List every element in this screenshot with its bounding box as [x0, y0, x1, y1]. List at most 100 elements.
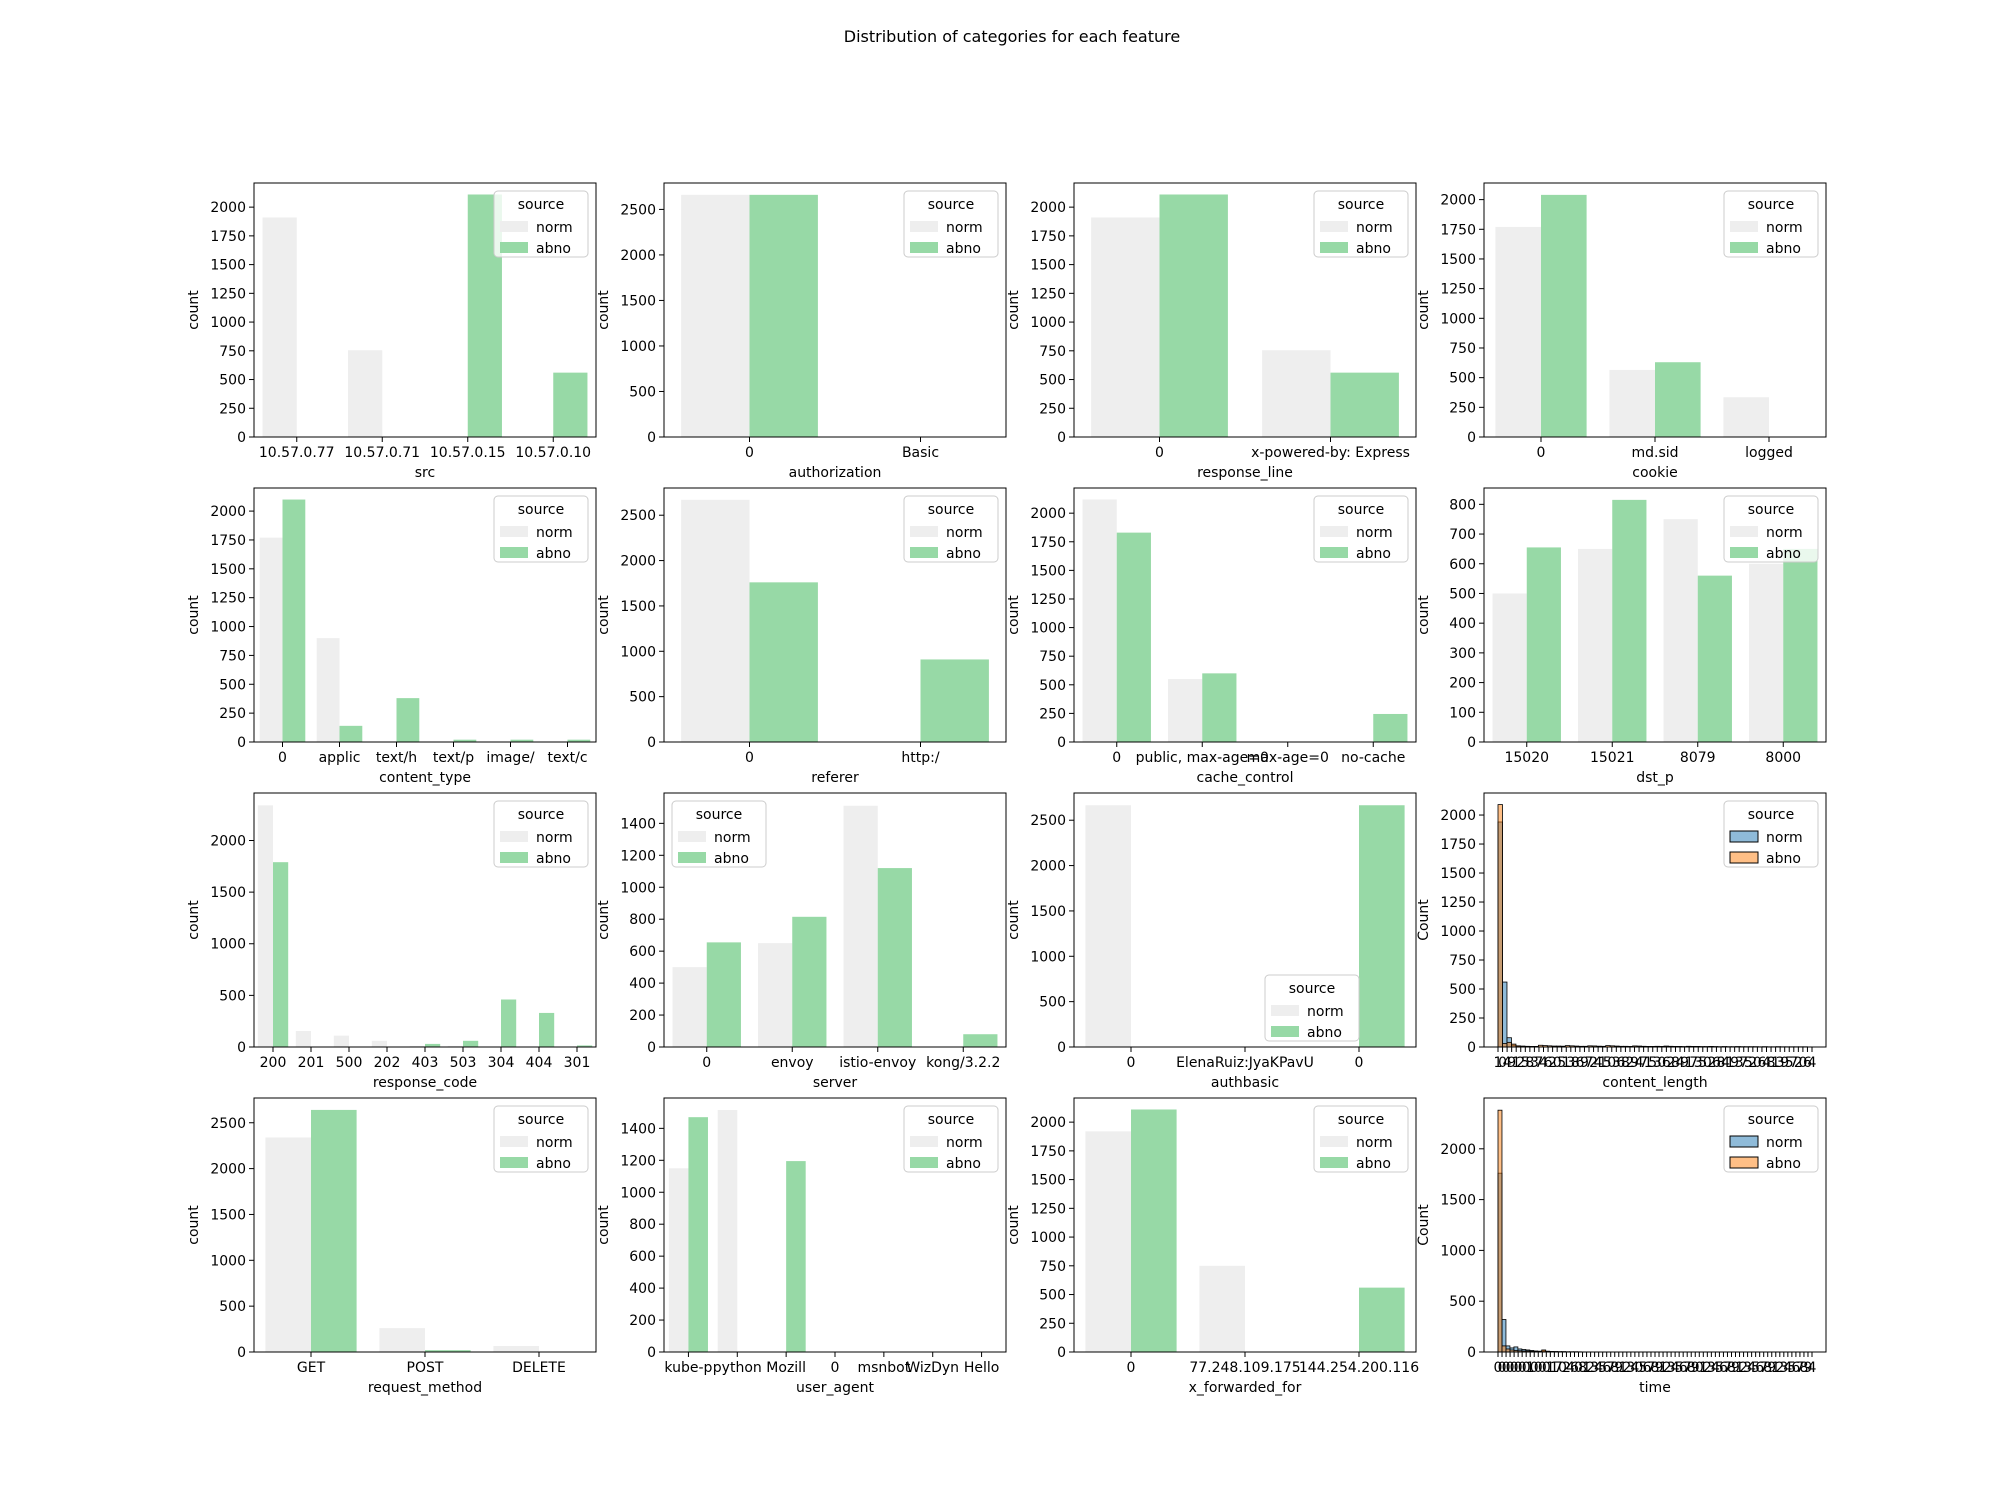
- x-tick-label: 3: [1779, 1360, 1788, 1376]
- x-tick-label: 9: [1730, 1055, 1739, 1071]
- x-tick-label: 4: [1566, 1360, 1575, 1376]
- y-tick-label: 1250: [1030, 286, 1066, 302]
- y-tick-label: 1000: [620, 880, 656, 896]
- bar-abno-2: [1202, 673, 1237, 742]
- x-tick-label: 9: [1731, 1360, 1740, 1376]
- x-tick-label: x-powered-by: Express: [1251, 445, 1410, 461]
- legend-title: source: [1748, 807, 1795, 823]
- x-tick-label: 3: [1530, 1055, 1539, 1071]
- x-tick-label: logged: [1745, 445, 1793, 461]
- bar-norm-2: [717, 1109, 738, 1352]
- legend: source norm abno: [493, 1105, 589, 1173]
- x-tick-label: 2: [1703, 1360, 1712, 1376]
- x-tick-label: 1: [1659, 1360, 1668, 1376]
- x-tick-label: text/p: [433, 750, 474, 766]
- x-tick-label: 1: [1726, 1055, 1735, 1071]
- y-tick-label: 1500: [210, 1207, 246, 1223]
- x-tick-label: 404: [526, 1055, 553, 1071]
- x-tick-label: 2: [1794, 1055, 1803, 1071]
- x-tick-label: 9: [1580, 1055, 1589, 1071]
- x-tick-label: 5: [1648, 1055, 1657, 1071]
- y-tick-label: 500: [1039, 373, 1066, 389]
- legend-label-norm: norm: [536, 220, 573, 236]
- y-tick-label: 1000: [620, 1185, 656, 1201]
- y-tick-label: 400: [629, 1281, 656, 1297]
- legend-label-norm: norm: [1356, 525, 1393, 541]
- bar-abno-2: [792, 916, 827, 1047]
- axes-frame: [663, 487, 1007, 743]
- x-axis-label: response_line: [1197, 465, 1293, 481]
- legend-swatch-norm: [500, 526, 528, 537]
- legend-title: source: [928, 1112, 975, 1128]
- axes-frame: [1073, 792, 1417, 1048]
- x-axis-label: time: [1639, 1380, 1671, 1396]
- bar-abno-4: [453, 739, 477, 742]
- axes-frame: [253, 792, 597, 1048]
- x-axis-label: authbasic: [1211, 1075, 1279, 1091]
- x-tick-label: 0: [1553, 1055, 1562, 1071]
- x-tick-label: 0: [1127, 1055, 1136, 1071]
- y-tick-label: 1500: [1440, 866, 1476, 882]
- y-tick-label: 250: [1449, 1011, 1476, 1027]
- bar-abno-1: [1131, 1109, 1177, 1352]
- legend-label-abno: abno: [1307, 1025, 1342, 1041]
- legend-label-abno: abno: [1766, 546, 1801, 562]
- bar-norm-1: [257, 805, 273, 1047]
- hist-bar-norm-2: [1502, 981, 1508, 1048]
- x-tick-label: 2: [1562, 1360, 1571, 1376]
- bar-abno-9: [577, 1045, 593, 1047]
- x-tick-label: 8: [1687, 1360, 1696, 1376]
- y-tick-label: 750: [1039, 344, 1066, 360]
- x-tick-label: 6: [1602, 1360, 1611, 1376]
- bar-abno-1: [282, 499, 306, 742]
- subplot-3: 0 x-powered-by: Express 0 250 500 750 1000 1250…: [1006, 182, 1417, 481]
- y-tick-label: 0: [1057, 1040, 1066, 1056]
- legend-title: source: [1748, 197, 1795, 213]
- x-tick-label: 5: [1751, 1360, 1760, 1376]
- x-tick-label: 0: [1506, 1360, 1515, 1376]
- legend: source norm abno: [1723, 190, 1819, 258]
- x-tick-label: 9: [1614, 1360, 1623, 1376]
- subplot-5: 0 applic text/h text/p image/text/c 0 250 500 75…: [186, 487, 597, 786]
- y-axis-label: Count: [1416, 1204, 1432, 1246]
- y-tick-label: 0: [647, 1040, 656, 1056]
- legend-swatch-norm: [1729, 830, 1759, 843]
- y-axis-label: count: [1006, 1205, 1022, 1245]
- y-tick-label: 500: [1039, 678, 1066, 694]
- x-tick-label: 4: [1676, 1055, 1685, 1071]
- y-tick-label: 1500: [1030, 904, 1066, 920]
- legend-box: [493, 1105, 589, 1173]
- y-axis-label: count: [596, 290, 612, 330]
- x-tick-label: 8: [1727, 1360, 1736, 1376]
- y-tick-label: 0: [1467, 430, 1476, 446]
- x-tick-label: 3: [1612, 1055, 1621, 1071]
- x-tick-label: 4: [1539, 1055, 1548, 1071]
- y-tick-label: 0: [237, 1345, 246, 1361]
- bar-abno-5: [510, 739, 534, 742]
- y-tick-label: 1000: [620, 339, 656, 355]
- x-tick-label: 1: [1546, 1360, 1555, 1376]
- axes-frame: [1483, 182, 1827, 438]
- bar-abno-1: [1541, 194, 1587, 437]
- bar-abno-3: [396, 698, 420, 742]
- x-axis-label: src: [415, 465, 435, 481]
- legend: source norm abno: [1264, 974, 1360, 1042]
- x-tick-label: 9: [1780, 1055, 1789, 1071]
- y-tick-label: 1000: [210, 620, 246, 636]
- y-tick-label: 300: [1449, 646, 1476, 662]
- legend-box: [903, 495, 999, 563]
- bar-norm-2: [1262, 350, 1331, 437]
- axes-frame: [1073, 1097, 1417, 1353]
- legend-swatch-norm: [500, 1136, 528, 1147]
- legend-label-abno: abno: [714, 851, 749, 867]
- bar-abno-6: [567, 739, 591, 742]
- y-tick-label: 2500: [620, 508, 656, 524]
- x-tick-label: 4: [1711, 1360, 1720, 1376]
- y-tick-label: 0: [647, 735, 656, 751]
- y-tick-label: 100: [1449, 705, 1476, 721]
- y-tick-label: 2000: [1440, 193, 1476, 209]
- x-tick-label: 7: [1759, 1360, 1768, 1376]
- y-tick-label: 500: [219, 373, 246, 389]
- y-tick-label: 0: [1057, 430, 1066, 446]
